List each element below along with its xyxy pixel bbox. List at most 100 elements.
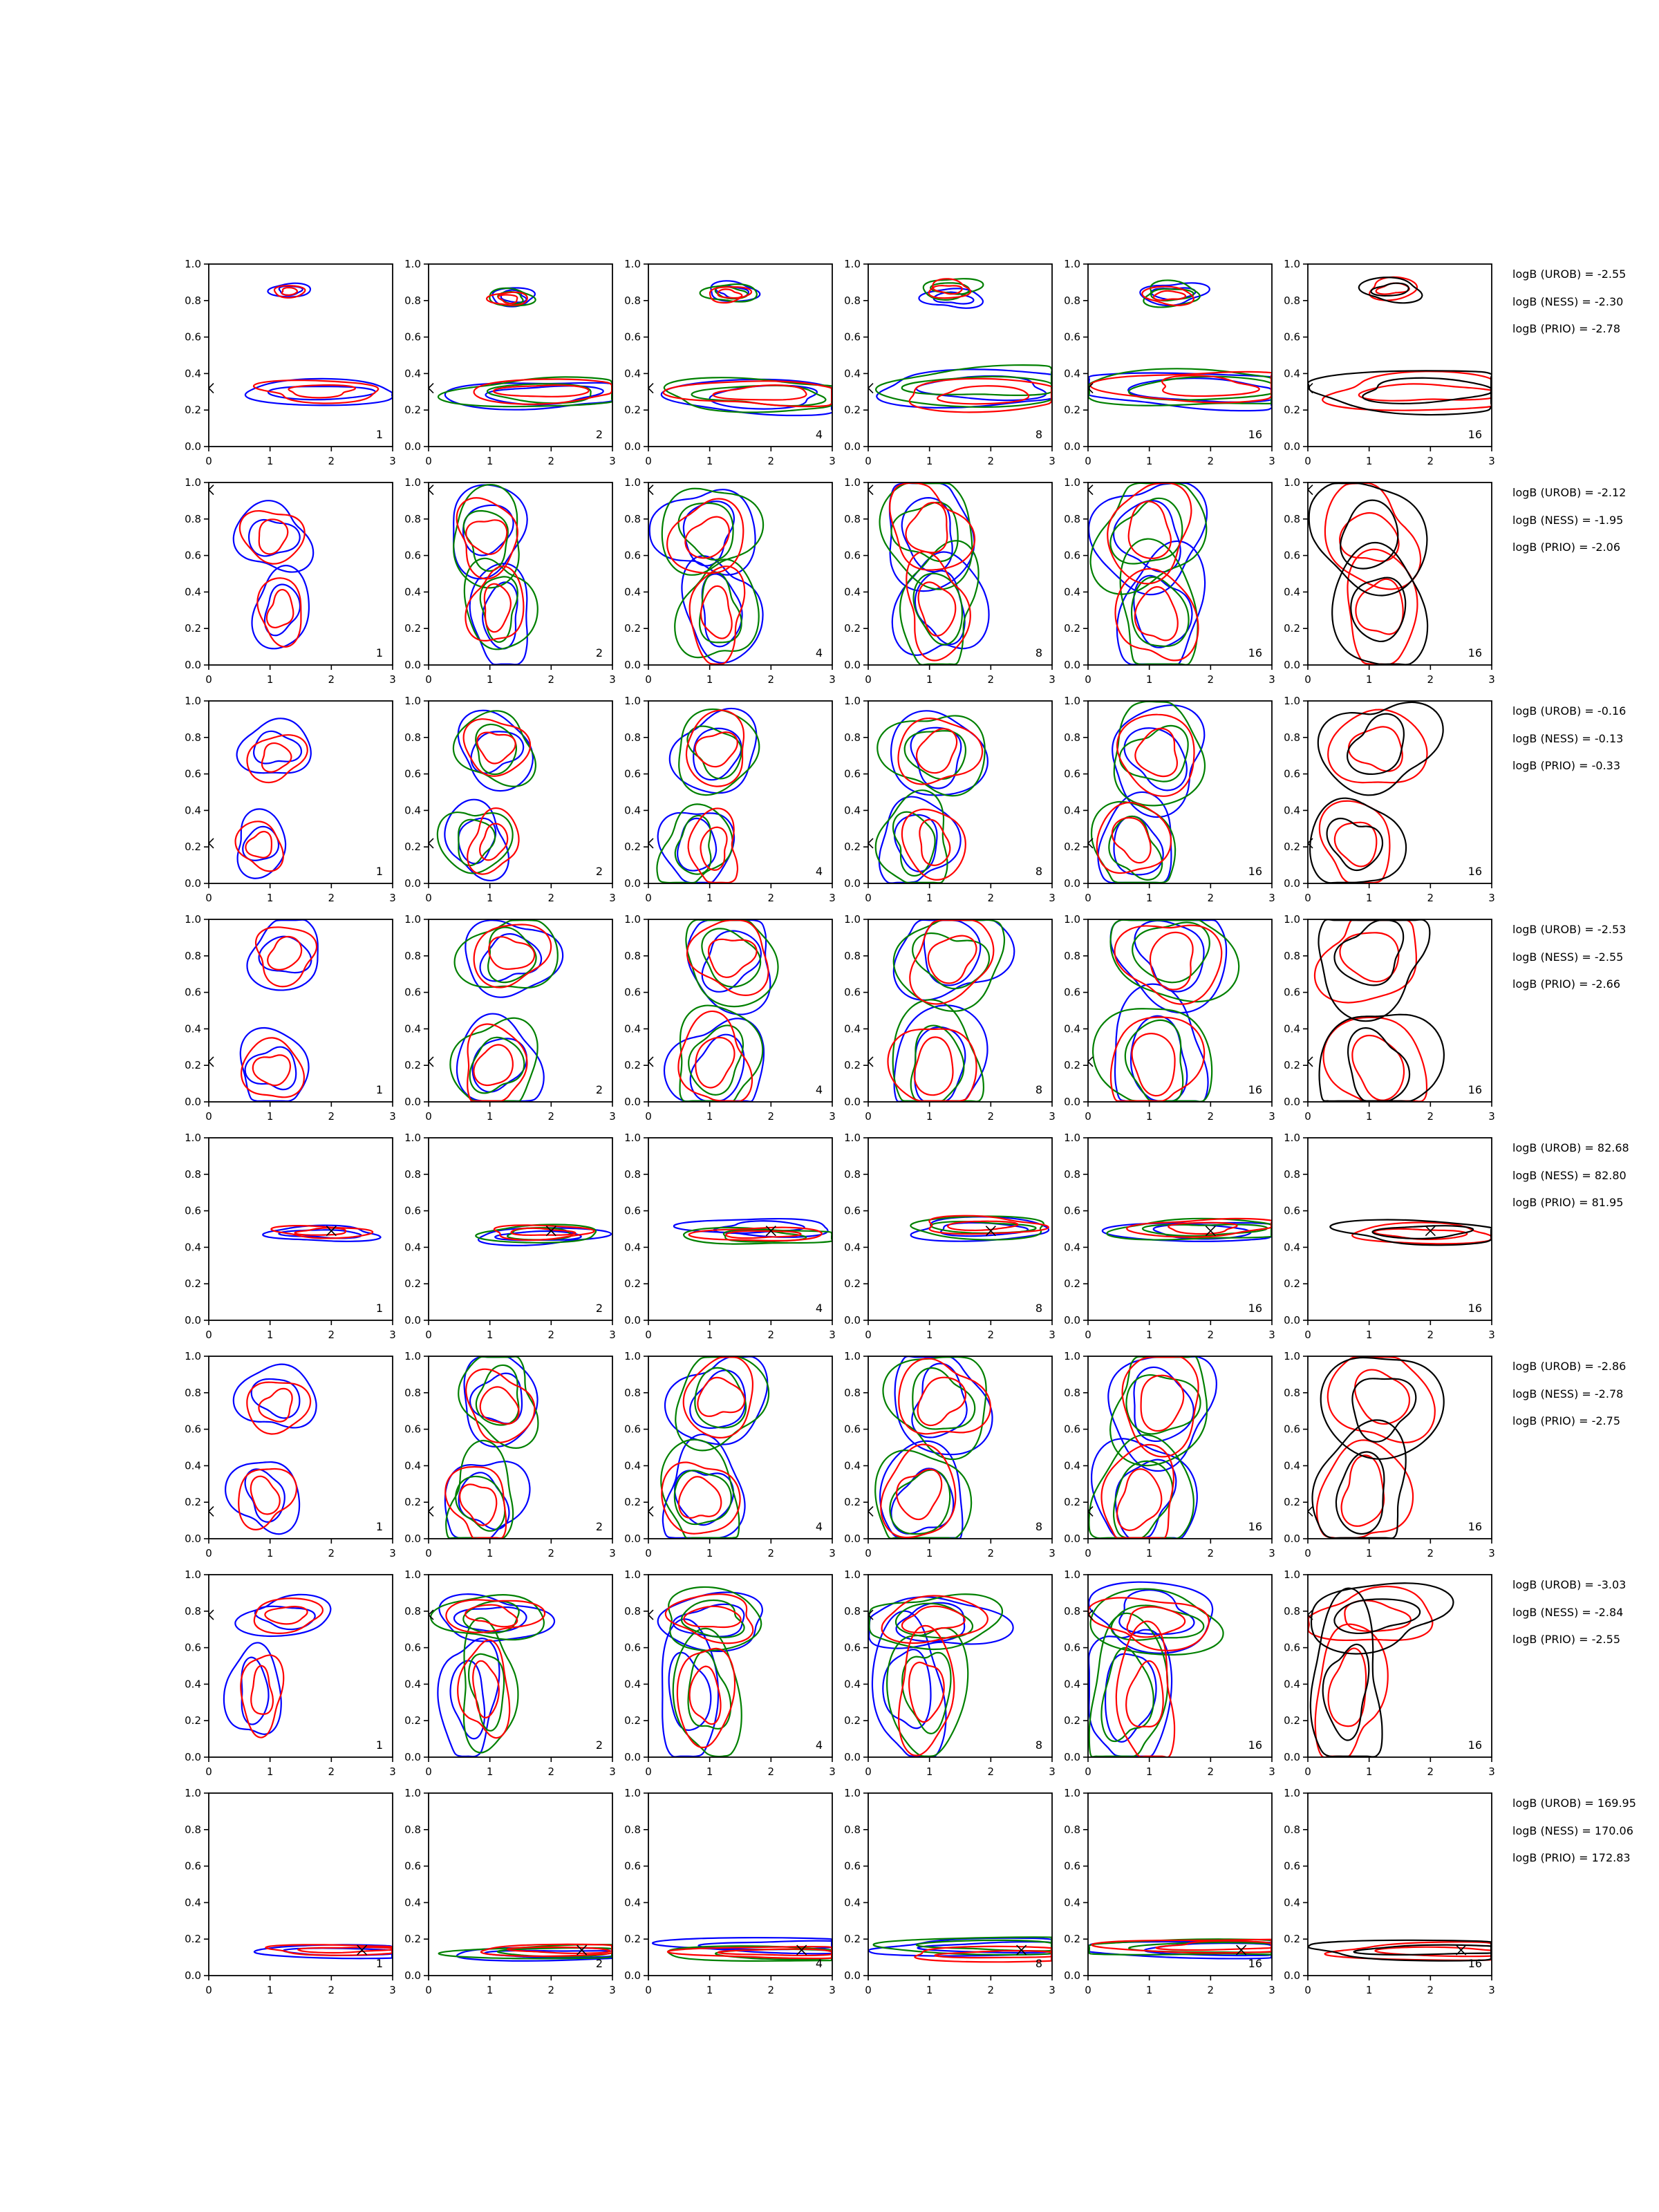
y-tick-label: 0.4 (185, 1896, 201, 1909)
urob-contour (672, 1603, 745, 1638)
x-tick-label: 0 (205, 455, 212, 467)
prio-contour (453, 919, 559, 989)
subplot-r4-c4: 0 1 2 3 0.0 0.2 0.4 0.6 0.8 1.0 8 (844, 913, 1056, 1123)
contour-layer (660, 280, 832, 417)
contour-layer (1090, 701, 1206, 883)
logB-prio-text: logB (PRIO) = -2.66 (1512, 977, 1620, 991)
y-tick-label: 0.6 (624, 1423, 641, 1436)
x-tick-label: 3 (829, 1765, 836, 1778)
y-tick-label: 1.0 (404, 1568, 421, 1581)
x-tick-label: 0 (425, 673, 432, 686)
urob-contour (482, 581, 518, 650)
axes-frame (648, 700, 833, 884)
y-tick-label: 0.8 (844, 1605, 861, 1618)
axes-frame (208, 700, 393, 884)
y-tick-label: 1.0 (844, 258, 861, 270)
single-contour (1333, 919, 1405, 986)
y-tick-label: 0.2 (1284, 841, 1300, 853)
y-tick-label: 0.8 (1284, 731, 1300, 744)
prio-contour (667, 1945, 832, 1962)
prio-contour (479, 576, 519, 643)
prio-contour (1100, 1647, 1154, 1743)
x-tick-label: 1 (926, 673, 933, 686)
y-tick-label: 0.8 (185, 294, 201, 307)
logB-ness-text: logB (NESS) = -1.95 (1512, 514, 1623, 527)
ness-contour (666, 498, 744, 574)
ness-contour (688, 1226, 823, 1242)
y-tick-label: 0.8 (185, 1605, 201, 1618)
ness-contour (889, 482, 976, 571)
x-tick-label: 1 (267, 673, 274, 686)
axes-frame (1307, 1792, 1492, 1976)
ness-contour (281, 286, 299, 296)
ness-contour (250, 1475, 281, 1515)
panel-count-label: 2 (596, 1302, 603, 1315)
contour-layer (438, 1943, 612, 1962)
x-tick-label: 2 (988, 455, 995, 467)
prio-contour (874, 1450, 973, 1539)
panel-count-label: 4 (816, 428, 823, 441)
single-contour (1335, 1451, 1385, 1535)
urob-contour (923, 919, 982, 986)
x-tick-label: 1 (1146, 1547, 1153, 1559)
y-tick-label: 0.4 (1064, 804, 1080, 816)
y-tick-label: 0.0 (844, 1969, 861, 1982)
prio-contour (449, 1017, 538, 1102)
y-tick-label: 1.0 (404, 1132, 421, 1144)
x-tick-label: 0 (1085, 455, 1091, 467)
panel-count-label: 1 (376, 1302, 383, 1315)
y-tick-label: 0.6 (844, 1860, 861, 1873)
y-tick-label: 0.4 (185, 804, 201, 816)
ness-contour (467, 807, 520, 875)
ness-contour (1109, 1016, 1206, 1102)
x-tick-label: 1 (1366, 455, 1373, 467)
y-tick-label: 0.0 (1284, 1314, 1300, 1327)
panel-count-label: 4 (816, 1738, 823, 1752)
subplot-r6-c3: 0 1 2 3 0.0 0.2 0.4 0.6 0.8 1.0 4 (624, 1350, 836, 1559)
y-tick-label: 0.0 (624, 1314, 641, 1327)
ness-contour (1116, 1468, 1163, 1531)
subplot-r4-c6: 0 1 2 3 0.0 0.2 0.4 0.6 0.8 1.0 16 (1284, 913, 1495, 1123)
y-tick-label: 0.0 (844, 659, 861, 671)
prio-contour (475, 723, 518, 776)
prio-contour (872, 1936, 1052, 1956)
y-tick-label: 1.0 (844, 1350, 861, 1362)
y-tick-label: 1.0 (1064, 913, 1080, 926)
y-tick-label: 0.2 (404, 1496, 421, 1508)
subplot-r2-c6: 0 1 2 3 0.0 0.2 0.4 0.6 0.8 1.0 16 (1284, 476, 1495, 686)
contour-layer (879, 482, 990, 665)
contour-layer (1313, 919, 1445, 1102)
prio-contour (1106, 1217, 1272, 1241)
true-value-marker (765, 1226, 776, 1237)
logB-annotation-row-4: logB (UROB) = -2.53 logB (NESS) = -2.55 lo… (1512, 923, 1626, 991)
x-tick-label: 1 (267, 1984, 274, 1996)
x-tick-label: 2 (1427, 1984, 1434, 1996)
y-tick-label: 0.4 (404, 1459, 421, 1472)
y-tick-label: 0.2 (1064, 1714, 1080, 1727)
y-tick-label: 0.2 (844, 1496, 861, 1508)
axes-frame (1087, 1792, 1273, 1976)
x-tick-label: 1 (1366, 673, 1373, 686)
y-tick-label: 0.4 (624, 1459, 641, 1472)
y-tick-label: 0.4 (1064, 1678, 1080, 1690)
ness-contour (700, 826, 728, 871)
true-value-marker (429, 1506, 434, 1517)
urob-contour (682, 500, 735, 567)
x-tick-label: 0 (865, 673, 872, 686)
y-tick-label: 1.0 (624, 258, 641, 270)
urob-contour (234, 1593, 332, 1638)
y-tick-label: 0.2 (844, 841, 861, 853)
contour-layer (223, 1593, 332, 1738)
x-tick-label: 1 (1146, 455, 1153, 467)
y-tick-label: 0.8 (1064, 950, 1080, 962)
logB-annotation-row-6: logB (UROB) = -2.86 logB (NESS) = -2.78 lo… (1512, 1360, 1626, 1427)
logB-ness-text: logB (NESS) = -2.78 (1512, 1387, 1623, 1400)
true-value-marker (1308, 484, 1313, 496)
ness-contour (887, 1028, 977, 1102)
urob-contour (491, 287, 536, 308)
x-tick-label: 3 (829, 1110, 836, 1123)
y-tick-label: 0.6 (404, 1860, 421, 1873)
y-tick-label: 0.2 (1284, 1496, 1300, 1508)
ness-contour (258, 1387, 293, 1423)
true-value-marker (209, 1506, 214, 1517)
